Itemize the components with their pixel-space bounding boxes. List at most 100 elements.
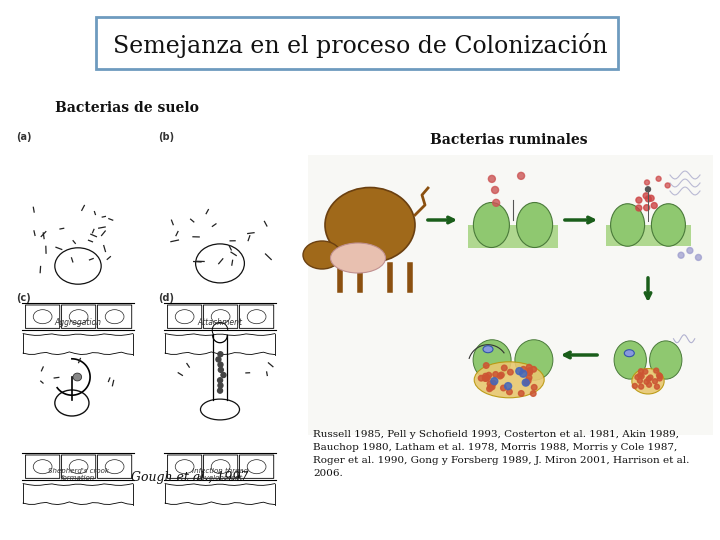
Circle shape: [665, 183, 670, 188]
Circle shape: [523, 380, 529, 385]
FancyBboxPatch shape: [204, 305, 238, 328]
FancyBboxPatch shape: [61, 305, 96, 328]
Circle shape: [636, 205, 642, 211]
Circle shape: [516, 368, 523, 375]
Ellipse shape: [211, 460, 230, 474]
Ellipse shape: [200, 399, 240, 420]
Circle shape: [638, 373, 643, 378]
Circle shape: [645, 196, 652, 202]
FancyBboxPatch shape: [61, 455, 96, 478]
Circle shape: [527, 368, 533, 374]
Text: Infection thread
development: Infection thread development: [192, 468, 248, 481]
Ellipse shape: [649, 341, 682, 379]
Circle shape: [487, 381, 492, 387]
Ellipse shape: [517, 202, 553, 247]
Circle shape: [488, 176, 495, 183]
Ellipse shape: [33, 309, 52, 323]
Circle shape: [648, 375, 653, 380]
Ellipse shape: [652, 204, 685, 246]
Bar: [606, 225, 690, 246]
Circle shape: [483, 363, 489, 368]
Circle shape: [490, 381, 496, 386]
Circle shape: [644, 379, 649, 384]
Circle shape: [500, 385, 506, 391]
Circle shape: [508, 369, 513, 375]
Circle shape: [217, 388, 222, 393]
Circle shape: [644, 205, 649, 211]
Circle shape: [478, 375, 484, 381]
Ellipse shape: [325, 187, 415, 262]
Ellipse shape: [330, 243, 385, 273]
FancyBboxPatch shape: [97, 305, 132, 328]
Circle shape: [217, 378, 222, 383]
FancyBboxPatch shape: [204, 455, 238, 478]
Ellipse shape: [247, 460, 266, 474]
Circle shape: [491, 377, 498, 384]
Ellipse shape: [474, 362, 544, 398]
Circle shape: [647, 382, 652, 387]
Text: Russell 1985, Pell y Schofield 1993, Costerton et al. 1981, Akin 1989,: Russell 1985, Pell y Schofield 1993, Cos…: [313, 430, 679, 439]
Circle shape: [520, 370, 527, 377]
Text: Bacterias ruminales: Bacterias ruminales: [430, 133, 588, 147]
Circle shape: [498, 373, 503, 379]
Ellipse shape: [624, 350, 634, 357]
Ellipse shape: [69, 309, 88, 323]
Ellipse shape: [69, 460, 88, 474]
Circle shape: [507, 389, 512, 395]
Ellipse shape: [515, 340, 553, 380]
Ellipse shape: [55, 390, 89, 416]
Circle shape: [648, 195, 654, 201]
Circle shape: [518, 390, 524, 396]
Ellipse shape: [55, 248, 102, 284]
Bar: [468, 225, 558, 247]
Ellipse shape: [73, 373, 81, 381]
Ellipse shape: [175, 309, 194, 323]
Circle shape: [505, 383, 512, 390]
Ellipse shape: [632, 368, 664, 394]
Circle shape: [518, 172, 525, 179]
Text: Semejanza en el proceso de Colonización: Semejanza en el proceso de Colonización: [113, 32, 607, 57]
Text: (c): (c): [16, 293, 31, 303]
Ellipse shape: [474, 202, 510, 247]
Ellipse shape: [614, 341, 647, 379]
FancyBboxPatch shape: [240, 455, 274, 478]
Ellipse shape: [33, 460, 52, 474]
Circle shape: [636, 197, 642, 203]
Circle shape: [521, 367, 526, 372]
Circle shape: [526, 378, 531, 383]
Ellipse shape: [175, 460, 194, 474]
Circle shape: [490, 384, 495, 390]
Text: Roger et al. 1990, Gong y Forsberg 1989, J. Miron 2001, Harrison et al.: Roger et al. 1990, Gong y Forsberg 1989,…: [313, 456, 689, 465]
Ellipse shape: [211, 309, 230, 323]
Circle shape: [646, 187, 650, 192]
Ellipse shape: [105, 460, 124, 474]
Circle shape: [652, 379, 657, 384]
Bar: [308, 155, 713, 435]
Circle shape: [486, 373, 492, 378]
Circle shape: [637, 378, 642, 383]
Circle shape: [687, 247, 693, 253]
Ellipse shape: [105, 309, 124, 323]
Circle shape: [657, 376, 662, 381]
Circle shape: [651, 202, 657, 208]
Circle shape: [639, 374, 644, 379]
Circle shape: [526, 375, 532, 380]
Circle shape: [531, 367, 536, 372]
Text: Attachment: Attachment: [197, 318, 243, 327]
FancyBboxPatch shape: [240, 305, 274, 328]
FancyBboxPatch shape: [168, 455, 202, 478]
Circle shape: [639, 384, 644, 389]
Ellipse shape: [473, 340, 511, 380]
Ellipse shape: [196, 244, 244, 283]
Circle shape: [492, 186, 498, 193]
Circle shape: [487, 386, 492, 391]
Text: (d): (d): [158, 293, 174, 303]
Ellipse shape: [611, 204, 644, 246]
Circle shape: [216, 357, 221, 362]
Text: (b): (b): [158, 132, 174, 142]
Circle shape: [492, 372, 498, 377]
Circle shape: [483, 375, 489, 381]
Circle shape: [488, 384, 493, 390]
Ellipse shape: [303, 241, 341, 269]
Circle shape: [527, 370, 533, 375]
